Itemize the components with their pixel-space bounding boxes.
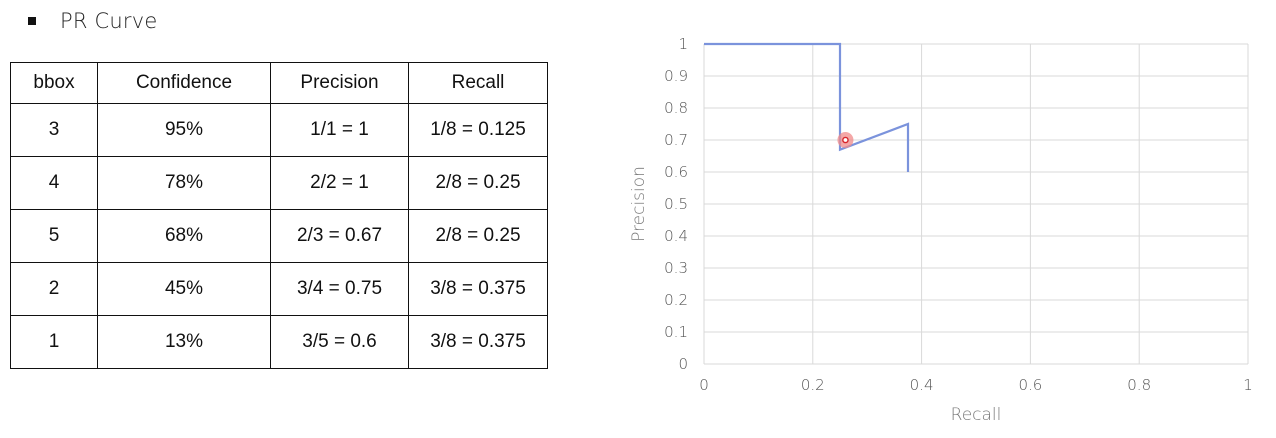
y-tick-label: 0.6 xyxy=(664,163,688,181)
pr-table: bbox Confidence Precision Recall 3 95% 1… xyxy=(10,62,548,369)
y-tick-label: 0.2 xyxy=(664,291,688,309)
table-row: 3 95% 1/1 = 1 1/8 = 0.125 xyxy=(10,103,548,157)
header-precision: Precision xyxy=(270,62,409,104)
cell-confidence: 78% xyxy=(97,156,271,210)
x-tick-label: 1 xyxy=(1243,376,1253,394)
header-recall: Recall xyxy=(408,62,548,104)
x-tick-label: 0 xyxy=(699,376,709,394)
cell-precision: 3/5 = 0.6 xyxy=(270,315,409,369)
cell-precision: 3/4 = 0.75 xyxy=(270,262,409,316)
y-tick-label: 0.5 xyxy=(664,195,688,213)
bullet-square-icon xyxy=(28,17,36,25)
cell-precision: 2/2 = 1 xyxy=(270,156,409,210)
cell-confidence: 45% xyxy=(97,262,271,316)
x-axis-label: Recall xyxy=(951,405,1002,425)
y-tick-label: 0.9 xyxy=(664,67,688,85)
cell-bbox: 4 xyxy=(10,156,98,210)
table-header-row: bbox Confidence Precision Recall xyxy=(10,62,548,104)
y-tick-label: 1 xyxy=(678,35,688,53)
cell-bbox: 1 xyxy=(10,315,98,369)
x-tick-label: 0.2 xyxy=(801,376,825,394)
cell-confidence: 13% xyxy=(97,315,271,369)
heading-text: PR Curve xyxy=(60,9,158,33)
y-tick-label: 0 xyxy=(678,355,688,373)
table-row: 4 78% 2/2 = 1 2/8 = 0.25 xyxy=(10,156,548,210)
header-confidence: Confidence xyxy=(97,62,271,104)
cell-confidence: 68% xyxy=(97,209,271,263)
x-tick-label: 0.8 xyxy=(1127,376,1151,394)
cell-recall: 2/8 = 0.25 xyxy=(408,209,548,263)
cell-precision: 1/1 = 1 xyxy=(270,103,409,157)
y-axis-label: Precision xyxy=(629,166,649,242)
pr-curve-line xyxy=(704,42,910,172)
pr-curve-chart: 0 0.1 0.2 0.3 0.4 0.5 0.6 0.7 0.8 0.9 1 0 0.2 0.4 0.6 0… xyxy=(629,35,1253,425)
table-row: 5 68% 2/3 = 0.67 2/8 = 0.25 xyxy=(10,209,548,263)
y-tick-label: 0.3 xyxy=(664,259,688,277)
section-heading: PR Curve xyxy=(28,6,157,36)
cell-recall: 3/8 = 0.375 xyxy=(408,315,548,369)
cell-recall: 1/8 = 0.125 xyxy=(408,103,548,157)
y-tick-label: 0.1 xyxy=(664,323,688,341)
cell-recall: 3/8 = 0.375 xyxy=(408,262,548,316)
y-tick-label: 0.8 xyxy=(664,99,688,117)
x-tick-label: 0.4 xyxy=(910,376,934,394)
cell-confidence: 95% xyxy=(97,103,271,157)
cell-bbox: 2 xyxy=(10,262,98,316)
header-bbox: bbox xyxy=(10,62,98,104)
table-row: 2 45% 3/4 = 0.75 3/8 = 0.375 xyxy=(10,262,548,316)
cell-bbox: 5 xyxy=(10,209,98,263)
cell-recall: 2/8 = 0.25 xyxy=(408,156,548,210)
cell-bbox: 3 xyxy=(10,103,98,157)
cell-precision: 2/3 = 0.67 xyxy=(270,209,409,263)
highlight-marker-center xyxy=(842,136,849,144)
table-row: 1 13% 3/5 = 0.6 3/8 = 0.375 xyxy=(10,315,548,369)
y-tick-label: 0.7 xyxy=(664,131,688,149)
x-tick-label: 0.6 xyxy=(1018,376,1042,394)
y-tick-label: 0.4 xyxy=(664,227,688,245)
